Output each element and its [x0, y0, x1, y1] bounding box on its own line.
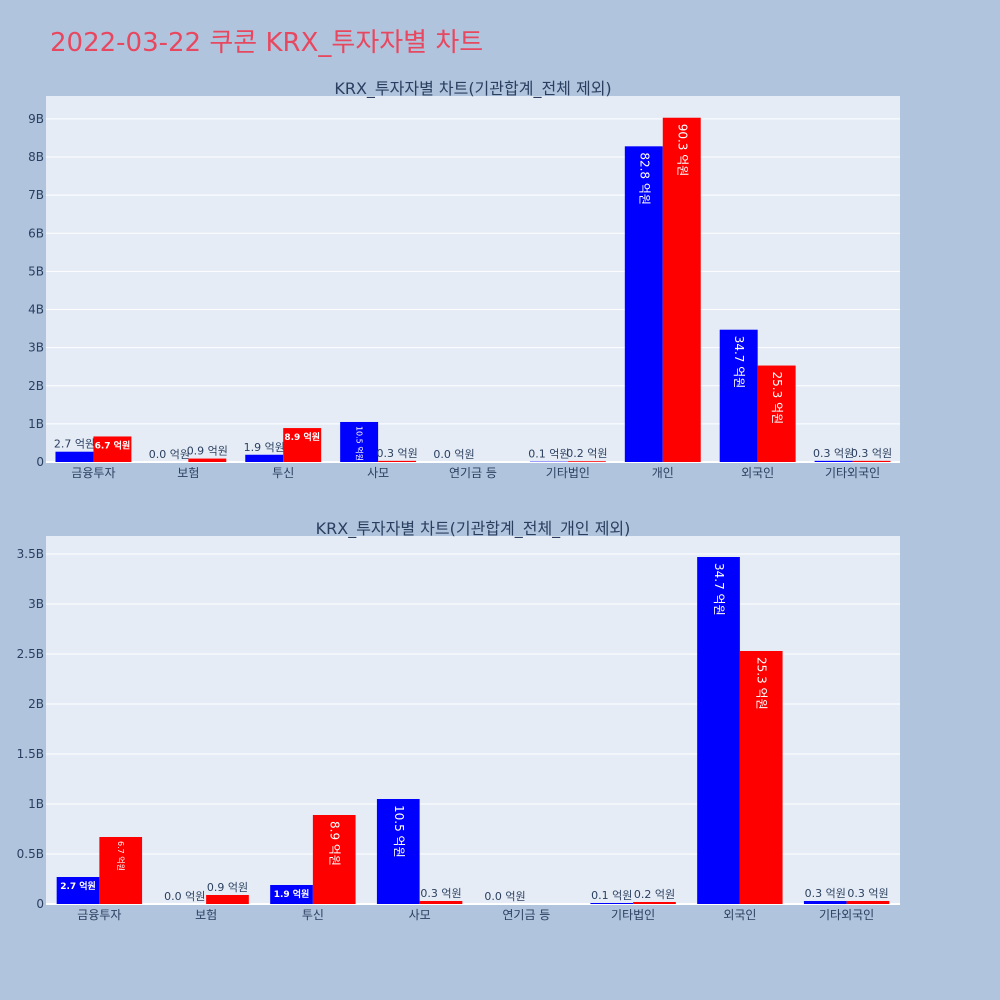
- bar: [567, 461, 606, 462]
- x-tick-label: 사모: [409, 908, 431, 922]
- bar: [93, 436, 132, 462]
- bar: [419, 901, 463, 904]
- bar-data-label: 6.7 억원: [116, 841, 126, 871]
- y-tick-label: 7B: [28, 188, 44, 202]
- x-tick-label: 외국인: [741, 466, 774, 480]
- x-tick-label: 연기금 등: [502, 908, 550, 922]
- y-tick-label: 2.5B: [17, 647, 44, 661]
- bar: [312, 815, 356, 904]
- x-tick-label: 보험: [195, 908, 217, 922]
- bar-data-label: 0.0 억원: [484, 890, 525, 903]
- bar-data-label: 0.9 억원: [187, 445, 228, 458]
- bar: [378, 460, 417, 462]
- bar-data-label: 0.1 억원: [591, 889, 632, 902]
- y-tick-label: 8B: [28, 150, 44, 164]
- x-tick-label: 연기금 등: [449, 466, 497, 480]
- y-tick-label: 5B: [28, 264, 44, 278]
- x-tick-label: 기타외국인: [825, 466, 880, 480]
- bar-data-label: 25.3 억원: [755, 657, 769, 710]
- bar: [624, 146, 663, 462]
- bar-data-label: 0.0 억원: [149, 448, 190, 461]
- bar: [633, 902, 676, 904]
- bar-data-label: 34.7 억원: [712, 563, 726, 616]
- y-tick-label: 3.5B: [17, 547, 44, 561]
- bar-data-label: 90.3 억원: [675, 124, 689, 177]
- bar: [846, 901, 890, 904]
- bar-data-label: 0.9 억원: [207, 881, 248, 894]
- bar: [270, 885, 313, 904]
- chart-title: KRX_투자자별 차트(기관합계_전체_개인 제외): [316, 519, 631, 539]
- y-tick-label: 3B: [28, 597, 44, 611]
- bar-data-label: 2.7 억원: [54, 438, 95, 451]
- y-tick-label: 6B: [28, 226, 44, 240]
- bar: [99, 837, 143, 904]
- bar: [188, 458, 227, 462]
- x-tick-label: 외국인: [723, 908, 756, 922]
- bar-data-label: 82.8 억원: [637, 152, 651, 205]
- bar: [662, 117, 701, 462]
- y-tick-label: 9B: [28, 112, 44, 126]
- bar-data-label: 2.7 억원: [60, 880, 96, 892]
- bar: [757, 365, 796, 462]
- x-tick-label: 개인: [652, 466, 674, 480]
- bar: [245, 454, 284, 462]
- x-tick-label: 기타법인: [611, 908, 655, 922]
- bar: [739, 651, 783, 904]
- bar-data-label: 1.9 억원: [244, 441, 285, 454]
- bar: [56, 877, 100, 904]
- y-tick-label: 1.5B: [17, 747, 44, 761]
- y-tick-label: 2B: [28, 697, 44, 711]
- bar-data-label: 0.3 억원: [805, 887, 846, 900]
- x-tick-label: 금융투자: [71, 466, 115, 480]
- y-tick-label: 3B: [28, 341, 44, 355]
- bar-data-label: 25.3 억원: [770, 372, 784, 425]
- bar-data-label: 0.2 억원: [566, 447, 607, 460]
- bar-data-label: 0.3 억원: [851, 447, 892, 460]
- bar-data-label: 6.7 억원: [95, 439, 131, 451]
- bar: [852, 460, 891, 462]
- x-tick-label: 기타법인: [546, 466, 590, 480]
- bar: [719, 329, 758, 462]
- x-tick-label: 사모: [367, 466, 389, 480]
- bar-data-label: 34.7 억원: [732, 336, 746, 389]
- bar-data-label: 8.9 억원: [328, 821, 342, 866]
- chart-1: KRX_투자자별 차트(기관합계_전체 제외) 0 1B 2B 3B 4B 5B 6B 7B 8B…: [28, 79, 900, 480]
- bar: [803, 901, 847, 904]
- y-tick-label: 4B: [28, 303, 44, 317]
- bar: [206, 895, 249, 904]
- bar-data-label: 1.9 억원: [274, 888, 310, 900]
- x-tick-label: 투신: [302, 908, 324, 922]
- y-tick-label: 0.5B: [17, 847, 44, 861]
- y-tick-label: 1B: [28, 417, 44, 431]
- page-title: 2022-03-22 쿠콘 KRX_투자자별 차트: [50, 28, 484, 58]
- bar-data-label: 8.9 억원: [284, 431, 320, 443]
- bar-data-label: 10.5 억원: [392, 805, 406, 858]
- bar-data-label: 0.3 억원: [376, 447, 417, 460]
- chart-title: KRX_투자자별 차트(기관합계_전체 제외): [334, 79, 611, 99]
- y-tick-label: 0: [36, 455, 44, 469]
- bar-data-label: 0.0 억원: [164, 890, 205, 903]
- bar-data-label: 0.1 억원: [528, 448, 569, 461]
- chart-2: KRX_투자자별 차트(기관합계_전체_개인 제외) 0 0.5B 1B 1.5B 2B 2…: [17, 519, 900, 922]
- bar-data-label: 0.3 억원: [813, 447, 854, 460]
- bar: [376, 799, 420, 904]
- x-tick-label: 보험: [177, 466, 199, 480]
- bar-data-label: 0.3 억원: [847, 887, 888, 900]
- y-tick-label: 1B: [28, 797, 44, 811]
- bar: [697, 557, 740, 904]
- bar: [814, 460, 853, 462]
- x-tick-label: 기타외국인: [819, 908, 874, 922]
- bar: [590, 903, 634, 904]
- x-tick-label: 투신: [272, 466, 294, 480]
- bar-data-label: 0.3 억원: [420, 887, 461, 900]
- bar-data-label: 0.0 억원: [433, 448, 474, 461]
- bar: [283, 428, 322, 462]
- bar: [55, 451, 94, 462]
- y-tick-label: 0: [36, 897, 44, 911]
- bar: [340, 421, 379, 462]
- y-tick-label: 2B: [28, 379, 44, 393]
- bar-data-label: 0.2 억원: [634, 888, 675, 901]
- bar-data-label: 10.5 억원: [355, 426, 365, 461]
- x-tick-label: 금융투자: [77, 908, 121, 922]
